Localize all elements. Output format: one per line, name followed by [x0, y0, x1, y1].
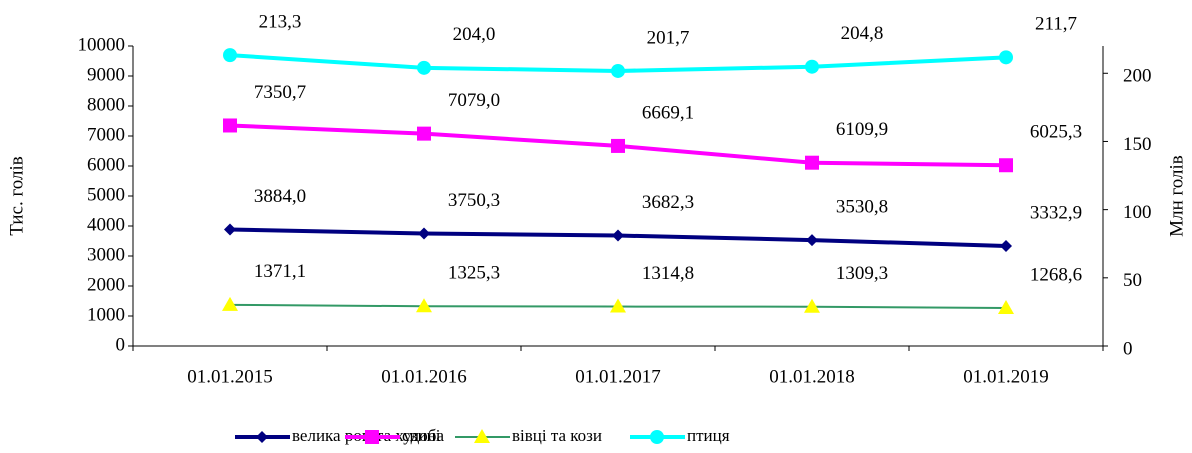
point-marker: [611, 63, 625, 78]
y-tick-label: 2000: [87, 274, 125, 295]
point-marker: [417, 60, 431, 75]
point-marker: [223, 48, 237, 63]
x-tick-label: 01.01.2018: [769, 366, 855, 387]
y-tick-label: 9000: [87, 64, 125, 85]
y2-axis-title: Млн голів: [1166, 155, 1187, 237]
legend-marker: [365, 430, 379, 444]
data-label: 211,7: [1035, 14, 1077, 35]
point-marker: [612, 229, 624, 242]
data-label: 3530,8: [836, 196, 888, 217]
point-marker: [417, 126, 431, 141]
data-label: 1325,3: [448, 263, 500, 284]
x-tick-label: 01.01.2019: [963, 366, 1049, 387]
point-marker: [222, 296, 238, 311]
legend-marker: [256, 431, 268, 443]
legend-label: вівці та кози: [512, 426, 602, 445]
legend-label: свині: [402, 426, 441, 445]
data-label: 6025,3: [1030, 122, 1082, 143]
x-tick-label: 01.01.2015: [187, 366, 273, 387]
data-label: 3750,3: [448, 190, 500, 211]
y-tick-label: 5000: [87, 184, 125, 205]
data-label: 1309,3: [836, 263, 888, 284]
point-marker: [998, 299, 1014, 314]
point-marker: [806, 234, 818, 247]
point-marker: [1000, 240, 1012, 253]
y-tick-label: 7000: [87, 124, 125, 145]
y2-tick-label: 0: [1123, 338, 1133, 359]
point-marker: [416, 298, 432, 313]
x-tick-label: 01.01.2016: [381, 366, 467, 387]
point-marker: [999, 158, 1013, 173]
point-marker: [804, 298, 820, 313]
point-marker: [805, 155, 819, 170]
data-label: 1268,6: [1030, 264, 1082, 285]
data-label: 6109,9: [836, 119, 888, 140]
data-label: 7350,7: [254, 82, 306, 103]
data-label: 7079,0: [448, 90, 500, 111]
y-tick-label: 1000: [87, 304, 125, 325]
data-label: 1314,8: [642, 263, 694, 284]
point-marker: [611, 138, 625, 153]
y-tick-label: 3000: [87, 244, 125, 265]
legend-marker: [474, 429, 490, 443]
y-tick-label: 0: [116, 334, 126, 355]
point-marker: [805, 59, 819, 74]
y-tick-label: 4000: [87, 214, 125, 235]
legend-marker: [650, 430, 664, 444]
y2-tick-label: 200: [1123, 66, 1152, 87]
point-marker: [223, 118, 237, 133]
x-tick-label: 01.01.2017: [575, 366, 661, 387]
data-label: 1371,1: [254, 261, 306, 282]
y-tick-label: 6000: [87, 154, 125, 175]
y2-tick-label: 50: [1123, 270, 1142, 291]
data-label: 6669,1: [642, 102, 694, 123]
data-label: 213,3: [259, 11, 302, 32]
data-label: 201,7: [647, 27, 690, 48]
point-marker: [610, 298, 626, 313]
legend-label: птиця: [687, 426, 730, 445]
point-marker: [999, 50, 1013, 65]
data-label: 3332,9: [1030, 202, 1082, 223]
y-tick-label: 8000: [87, 94, 125, 115]
point-marker: [224, 223, 236, 236]
data-label: 204,8: [841, 23, 884, 44]
y2-tick-label: 100: [1123, 202, 1152, 223]
point-marker: [418, 227, 430, 240]
data-label: 3884,0: [254, 186, 306, 207]
y-tick-label: 10000: [78, 34, 126, 55]
data-label: 3682,3: [642, 192, 694, 213]
data-label: 204,0: [453, 24, 496, 45]
y2-tick-label: 150: [1123, 134, 1152, 155]
y-axis-title: Тис. голів: [6, 156, 27, 236]
